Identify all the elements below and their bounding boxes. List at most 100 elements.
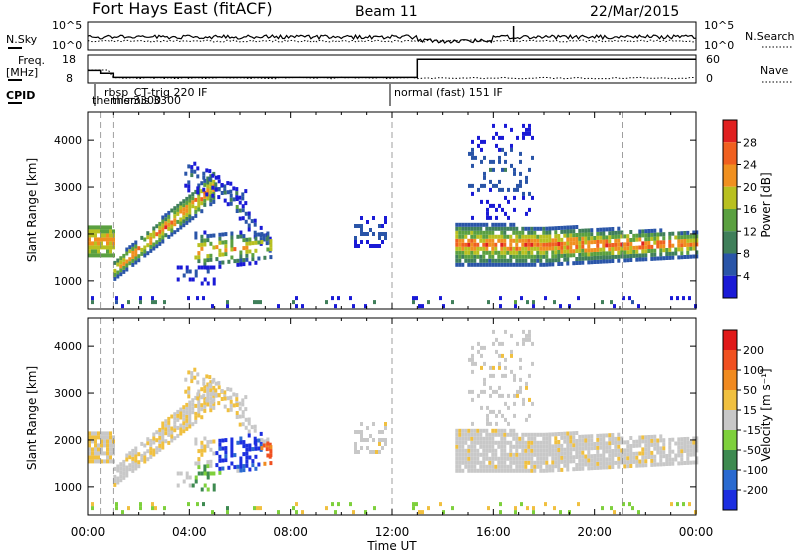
velocity-cell xyxy=(158,435,162,440)
power-cell xyxy=(635,249,639,254)
power-cell xyxy=(674,251,678,256)
power-cell xyxy=(239,258,243,263)
power-cell xyxy=(638,233,642,238)
velocity-cell xyxy=(360,446,363,450)
power-cell xyxy=(152,230,156,235)
power-cell xyxy=(608,231,612,236)
power-cell xyxy=(154,300,157,305)
power-cell xyxy=(510,147,513,152)
velocity-cell xyxy=(602,453,606,458)
power-cell xyxy=(122,253,126,258)
velocity-cell xyxy=(483,377,486,382)
velocity-cell xyxy=(208,383,212,388)
power-cell xyxy=(197,207,201,212)
velocity-cell xyxy=(369,450,372,454)
velocity-cell xyxy=(506,456,510,461)
power-cell xyxy=(641,245,645,250)
velocity-cell xyxy=(653,442,657,447)
velocity-cell xyxy=(217,385,221,390)
velocity-cell xyxy=(364,510,367,515)
velocity-cell xyxy=(494,440,498,445)
velocity-cell xyxy=(528,333,531,338)
velocity-cell xyxy=(200,448,204,453)
velocity-cell xyxy=(467,436,471,441)
power-cell xyxy=(191,277,195,282)
velocity-cell xyxy=(617,432,621,437)
velocity-cell xyxy=(686,444,690,449)
velocity-cell xyxy=(563,459,567,464)
velocity-cell xyxy=(551,456,555,461)
velocity-cell xyxy=(217,381,221,386)
power-cell xyxy=(662,244,666,249)
velocity-cell xyxy=(203,388,207,393)
velocity-cell xyxy=(593,446,597,450)
power-cell xyxy=(202,187,206,192)
velocity-cell xyxy=(572,435,576,440)
power-cell xyxy=(242,246,246,251)
power-cell xyxy=(566,233,570,238)
velocity-cell xyxy=(569,455,573,460)
velocity-cell xyxy=(500,468,504,473)
velocity-cell xyxy=(668,461,672,466)
velocity-ylabel: Slant Range [km] xyxy=(25,366,39,470)
velocity-cell xyxy=(205,374,209,379)
power-cell xyxy=(503,250,507,255)
velocity-cell xyxy=(500,440,504,445)
power-cell xyxy=(188,198,192,203)
velocity-cell xyxy=(106,447,109,452)
nave-label: Nave xyxy=(760,64,788,77)
velocity-cell xyxy=(325,506,328,511)
power-cell xyxy=(491,250,495,255)
velocity-cell xyxy=(572,443,576,448)
xaxis-label: Time UT xyxy=(366,539,417,553)
power-cell xyxy=(635,237,639,242)
velocity-cell xyxy=(578,462,582,467)
power-cell xyxy=(500,262,504,267)
power-cell xyxy=(467,230,471,235)
velocity-cell xyxy=(292,506,295,511)
velocity-cell xyxy=(268,442,272,447)
power-cell xyxy=(473,246,477,251)
velocity-cell xyxy=(575,439,579,443)
velocity-cell xyxy=(677,441,681,446)
power-cell xyxy=(461,234,465,239)
power-cell xyxy=(378,244,381,248)
power-cell xyxy=(203,262,207,267)
power-cell xyxy=(170,208,174,213)
nave-trace xyxy=(88,69,697,80)
power-cell xyxy=(542,238,546,243)
power-cell xyxy=(566,249,570,254)
power-cell xyxy=(476,234,480,239)
power-cell xyxy=(647,245,651,249)
power-cell xyxy=(161,223,165,228)
power-cell xyxy=(563,233,567,238)
velocity-cell xyxy=(241,402,245,407)
velocity-cell xyxy=(122,463,126,468)
power-cell xyxy=(227,259,231,264)
power-cell xyxy=(170,220,174,225)
power-cell xyxy=(614,234,618,239)
velocity-cell xyxy=(209,439,213,444)
power-cell xyxy=(253,218,257,223)
power-cell xyxy=(134,260,138,265)
velocity-cell xyxy=(161,437,165,442)
velocity-cell xyxy=(470,456,474,461)
power-cell xyxy=(515,242,519,247)
velocity-cell xyxy=(677,445,681,450)
power-cell xyxy=(103,237,106,242)
colorbar-tick-label: 200 xyxy=(743,344,764,357)
power-cell xyxy=(103,233,106,238)
velocity-cell xyxy=(235,393,239,398)
power-cell xyxy=(226,190,230,195)
velocity-cell xyxy=(515,460,519,465)
power-cell xyxy=(512,226,516,231)
power-cell xyxy=(497,258,501,263)
power-cell xyxy=(551,242,555,247)
power-cell xyxy=(680,251,684,256)
power-cell xyxy=(455,246,459,251)
velocity-cell xyxy=(494,452,498,457)
velocity-cell xyxy=(354,442,357,446)
velocity-cell xyxy=(200,444,204,449)
power-cell xyxy=(119,264,123,269)
velocity-cell xyxy=(572,447,576,452)
